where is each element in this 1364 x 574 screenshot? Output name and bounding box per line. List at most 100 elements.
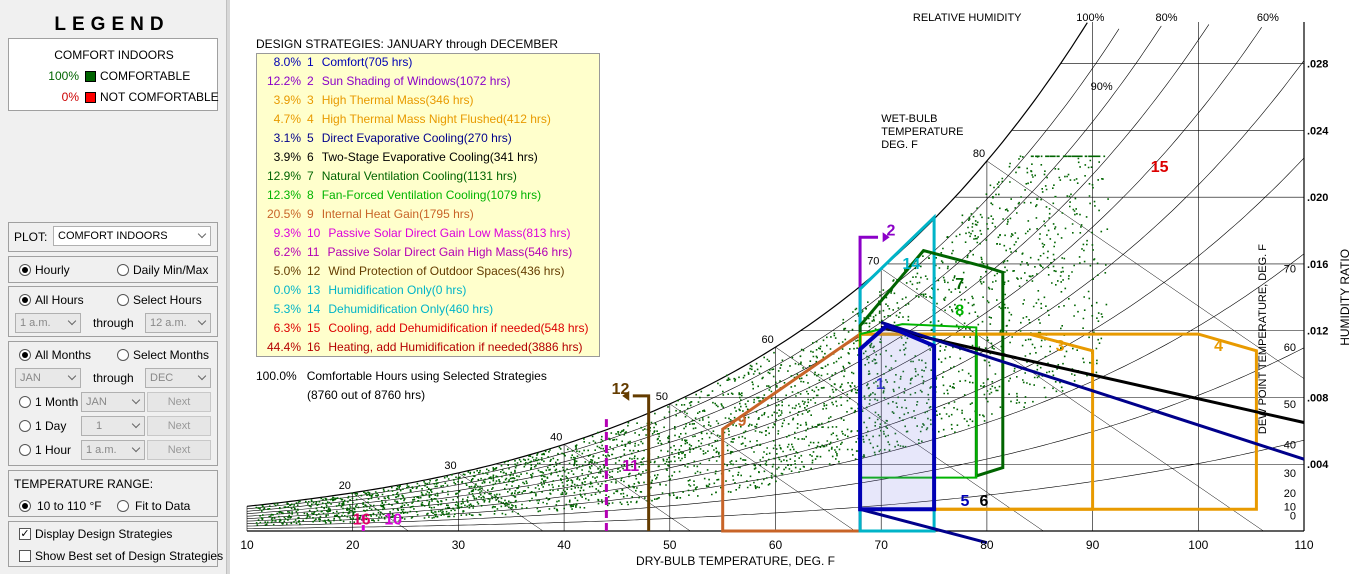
legend-label: COMFORTABLE <box>100 69 191 83</box>
strategy-label: Wind Protection of Outdoor Spaces(436 hr… <box>328 264 565 278</box>
y-tick-label: .012 <box>1307 326 1328 338</box>
legend-swatch-green <box>85 71 96 82</box>
dewpoint-tick-label: 70 <box>1284 264 1296 276</box>
y-tick-label: .008 <box>1307 392 1328 404</box>
strategy-pct: 12.3% <box>266 188 301 202</box>
strategy-name: 9 Internal Heat Gain(1795 hrs) <box>307 207 474 221</box>
hour-from-select[interactable]: 1 a.m. <box>15 313 81 333</box>
wetbulb-line <box>986 160 1305 379</box>
strategy-num: 14 <box>307 302 321 316</box>
strategy-num: 6 <box>307 150 314 164</box>
one-day-radio[interactable] <box>19 420 31 432</box>
strategy-num: 5 <box>307 131 314 145</box>
y-axis-label: HUMIDITY RATIO <box>1338 249 1352 346</box>
legend-box: COMFORT INDOORS 100% COMFORTABLE 0% NOT … <box>8 38 219 111</box>
legend-swatch-red <box>85 92 96 103</box>
rh-inner-label: 90% <box>1091 81 1113 93</box>
through-label: through <box>93 371 134 385</box>
x-tick-label: 50 <box>663 538 677 552</box>
select-months-radio[interactable] <box>117 349 129 361</box>
daily-label: Daily Min/Max <box>133 263 209 277</box>
show-best-checkbox[interactable] <box>19 550 31 562</box>
fit-to-data-radio[interactable] <box>117 500 129 512</box>
rh-top-label: 60% <box>1257 12 1279 24</box>
hour-to-select[interactable]: 12 a.m. <box>145 313 211 333</box>
month-from-select[interactable]: JAN <box>15 368 81 388</box>
next-hour-button[interactable]: Next <box>147 440 211 460</box>
legend-heading: COMFORT INDOORS <box>54 48 174 62</box>
strategy-name: 5 Direct Evaporative Cooling(270 hrs) <box>307 131 512 145</box>
rh-curve <box>246 347 1305 527</box>
one-day-label: 1 Day <box>35 419 67 433</box>
strategy-num: 9 <box>307 207 314 221</box>
zone-label-6: 6 <box>980 493 989 510</box>
temperature-range-panel: TEMPERATURE RANGE: 10 to 110 °F Fit to D… <box>8 470 218 517</box>
chevron-down-icon <box>197 229 207 239</box>
hourly-radio[interactable] <box>19 264 31 276</box>
one-month-radio[interactable] <box>19 396 31 408</box>
select-hours-radio[interactable] <box>117 294 129 306</box>
x-tick-label: 110 <box>1294 538 1313 552</box>
months-panel: All Months Select Months JAN through DEC… <box>8 341 218 466</box>
next-day-button[interactable]: Next <box>147 416 211 436</box>
legend-pct: 0% <box>61 90 79 104</box>
strategy-name: 12 Wind Protection of Outdoor Spaces(436 … <box>307 264 564 278</box>
wetbulb-tick-label: 60 <box>762 334 774 346</box>
strategy-pct: 8.0% <box>273 55 301 69</box>
next-month-button[interactable]: Next <box>147 392 211 412</box>
strategy-num: 8 <box>307 188 314 202</box>
plot-select[interactable]: COMFORT INDOORS <box>53 226 211 246</box>
all-hours-radio[interactable] <box>19 294 31 306</box>
strategy-label: Internal Heat Gain(1795 hrs) <box>321 207 474 221</box>
strategy-row: 3.9% 6 Two-Stage Evaporative Cooling(341 h… <box>257 148 601 167</box>
one-hour-radio[interactable] <box>19 444 31 456</box>
strategy-row: 5.0% 12 Wind Protection of Outdoor Spaces(… <box>257 262 601 281</box>
dewpoint-tick-label: 0 <box>1290 510 1296 522</box>
zone-comfort <box>858 323 937 512</box>
select-months-label: Select Months <box>133 348 210 362</box>
x-tick-label: 70 <box>875 538 889 552</box>
display-strategies-checkbox[interactable]: ✓ <box>19 528 31 540</box>
dewpoint-tick-label: 10 <box>1284 501 1296 513</box>
strategy-label: High Thermal Mass(346 hrs) <box>321 93 474 107</box>
plot-select-value: COMFORT INDOORS <box>58 230 168 242</box>
wetbulb-line <box>881 268 1264 532</box>
strategy-row: 6.2% 11 Passive Solar Direct Gain High Mas… <box>257 243 601 262</box>
design-strategies-box: DESIGN STRATEGIES: JANUARY through DECEM… <box>250 33 600 358</box>
month-from-value: JAN <box>20 372 41 384</box>
rh-curve <box>246 22 1088 507</box>
dewpoint-tick-label: 20 <box>1284 488 1296 500</box>
temperature-range-label: TEMPERATURE RANGE: <box>14 477 154 491</box>
rh-curve <box>246 157 1305 522</box>
grid-layer <box>246 22 1305 532</box>
one-month-value: JAN <box>86 396 107 408</box>
strategy-label: Two-Stage Evaporative Cooling(341 hrs) <box>321 150 538 164</box>
one-day-select[interactable]: 1 <box>81 416 145 436</box>
x-tick-label: 10 <box>240 538 254 552</box>
one-month-select[interactable]: JAN <box>81 392 145 412</box>
one-hour-select[interactable]: 1 a.m. <box>81 440 145 460</box>
dewpoint-tick-label: 50 <box>1284 399 1296 411</box>
chevron-down-icon <box>67 371 77 381</box>
psychrometric-chart: 20 30 40 50 60 70 80 10 20 30 40 50 60 70 80 90 100 110 DR… <box>230 0 1364 574</box>
panel-divider[interactable] <box>226 0 230 574</box>
show-best-label: Show Best set of Design Strategies <box>35 549 224 563</box>
x-tick-label: 90 <box>1086 538 1100 552</box>
scatter-points <box>255 155 1109 526</box>
month-to-select[interactable]: DEC <box>145 368 211 388</box>
hour-from-value: 1 a.m. <box>20 317 51 329</box>
zone-label-12: 12 <box>612 381 630 398</box>
one-day-value: 1 <box>96 420 103 432</box>
zone-label-7: 7 <box>955 276 964 293</box>
rh-title: RELATIVE HUMIDITY <box>913 12 1022 24</box>
rh-curve <box>247 439 1305 529</box>
month-to-value: DEC <box>150 372 174 384</box>
daily-radio[interactable] <box>117 264 129 276</box>
temp-10-110-radio[interactable] <box>19 500 31 512</box>
all-months-radio[interactable] <box>19 349 31 361</box>
select-hours-label: Select Hours <box>133 293 202 307</box>
strategy-name: 3 High Thermal Mass(346 hrs) <box>307 93 474 107</box>
strategy-pct: 20.5% <box>266 207 301 221</box>
through-label: through <box>93 316 134 330</box>
